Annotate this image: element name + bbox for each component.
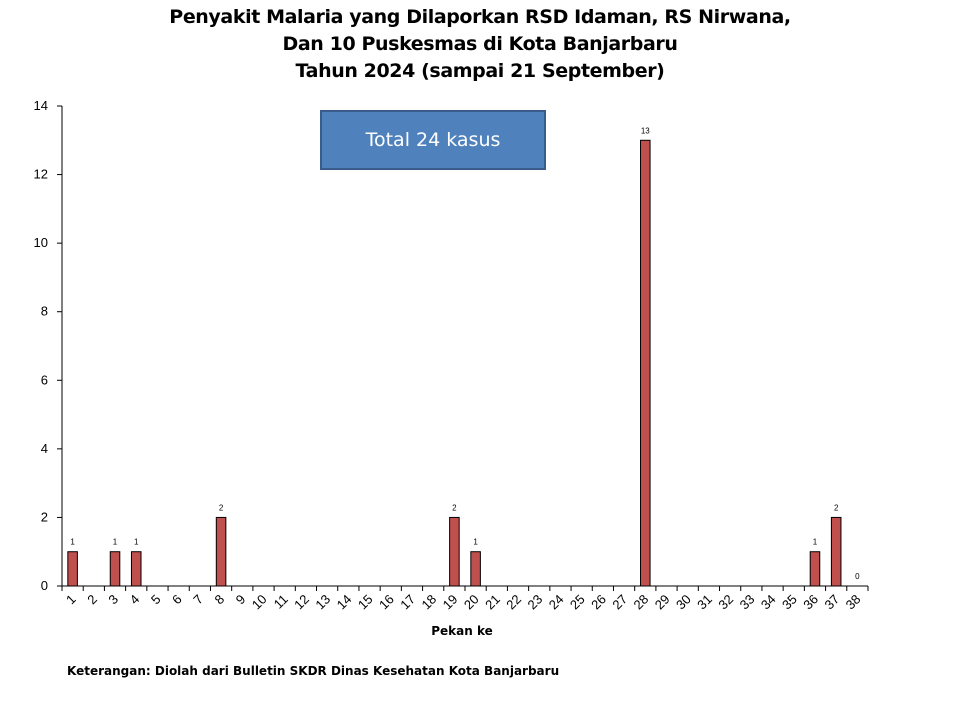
chart-title-line-2: Dan 10 Puskesmas di Kota Banjarbaru	[282, 33, 678, 55]
x-tick-label: 20	[461, 592, 482, 613]
x-tick-label: 2	[84, 592, 100, 608]
x-tick-label: 6	[169, 592, 185, 608]
x-tick-label: 9	[233, 592, 249, 608]
bar-week-28	[640, 139, 651, 587]
x-tick-label: 34	[758, 592, 779, 613]
y-tick-label: 14	[34, 98, 48, 113]
x-tick-label: 37	[821, 592, 842, 613]
x-tick-label: 21	[482, 592, 503, 613]
data-label: 2	[834, 503, 839, 512]
total-cases-callout: Total 24 kasus	[320, 110, 546, 170]
x-tick-label: 12	[291, 592, 312, 613]
chart-title-line-3: Tahun 2024 (sampai 21 September)	[295, 60, 665, 82]
x-tick-label: 11	[271, 592, 291, 612]
y-tick-label: 12	[34, 167, 48, 182]
bar-week-4	[130, 551, 142, 587]
data-label: 1	[70, 538, 75, 547]
x-tick-label: 19	[440, 592, 461, 613]
bar-week-37	[830, 516, 842, 587]
data-label: 2	[219, 503, 224, 512]
bar-week-19	[449, 516, 460, 587]
data-label: 2	[452, 503, 457, 512]
y-tick-label: 8	[41, 304, 48, 319]
bar-week-36	[809, 551, 821, 587]
x-tick-label: 15	[355, 592, 376, 613]
y-tick-label: 4	[41, 441, 48, 456]
data-label: 1	[813, 538, 818, 547]
x-tick-label: 7	[190, 592, 206, 608]
x-tick-label: 17	[397, 592, 418, 613]
x-tick-label: 36	[800, 592, 821, 613]
x-tick-label: 18	[418, 592, 439, 613]
bar-week-1	[67, 551, 78, 587]
bar-week-8	[215, 516, 227, 587]
x-tick-label: 35	[779, 592, 800, 613]
x-tick-label: 5	[148, 592, 164, 608]
y-tick-label: 2	[41, 509, 48, 524]
footnote: Keterangan: Diolah dari Bulletin SKDR Di…	[67, 664, 560, 678]
x-tick-label: 16	[376, 592, 397, 613]
y-tick-label: 10	[34, 235, 48, 250]
total-cases-text: Total 24 kasus	[365, 129, 501, 151]
x-tick-label: 4	[127, 592, 143, 608]
bar-week-3	[109, 551, 121, 587]
x-tick-label: 24	[546, 592, 567, 613]
x-tick-label: 14	[334, 592, 355, 613]
x-tick-label: 8	[211, 592, 227, 608]
data-label: 1	[473, 538, 478, 547]
data-label: 13	[641, 126, 650, 135]
x-tick-label: 32	[715, 592, 736, 613]
x-tick-label: 22	[503, 592, 524, 613]
x-tick-label: 10	[249, 592, 270, 613]
y-tick-label: 6	[41, 372, 48, 387]
x-tick-label: 1	[63, 592, 79, 608]
x-tick-label: 23	[525, 592, 546, 613]
x-tick-label: 13	[312, 592, 333, 613]
x-tick-label: 38	[843, 592, 864, 613]
x-tick-label: 31	[694, 592, 715, 613]
x-tick-label: 25	[567, 592, 588, 613]
data-label: 1	[134, 538, 139, 547]
data-label: 1	[113, 538, 118, 547]
x-tick-label: 28	[631, 592, 652, 613]
chart-title-line-1: Penyakit Malaria yang Dilaporkan RSD Ida…	[169, 6, 791, 28]
x-tick-label: 29	[652, 592, 673, 613]
chart-title: Penyakit Malaria yang Dilaporkan RSD Ida…	[0, 4, 960, 85]
x-axis-title: Pekan ke	[431, 624, 493, 638]
x-tick-label: 27	[609, 592, 630, 613]
x-tick-label: 26	[588, 592, 609, 613]
x-tick-label: 3	[105, 592, 121, 608]
x-tick-label: 33	[737, 592, 758, 613]
x-tick-label: 30	[673, 592, 694, 613]
y-tick-label: 0	[41, 578, 48, 593]
data-label: 0	[855, 572, 860, 581]
bar-week-20	[470, 551, 481, 587]
